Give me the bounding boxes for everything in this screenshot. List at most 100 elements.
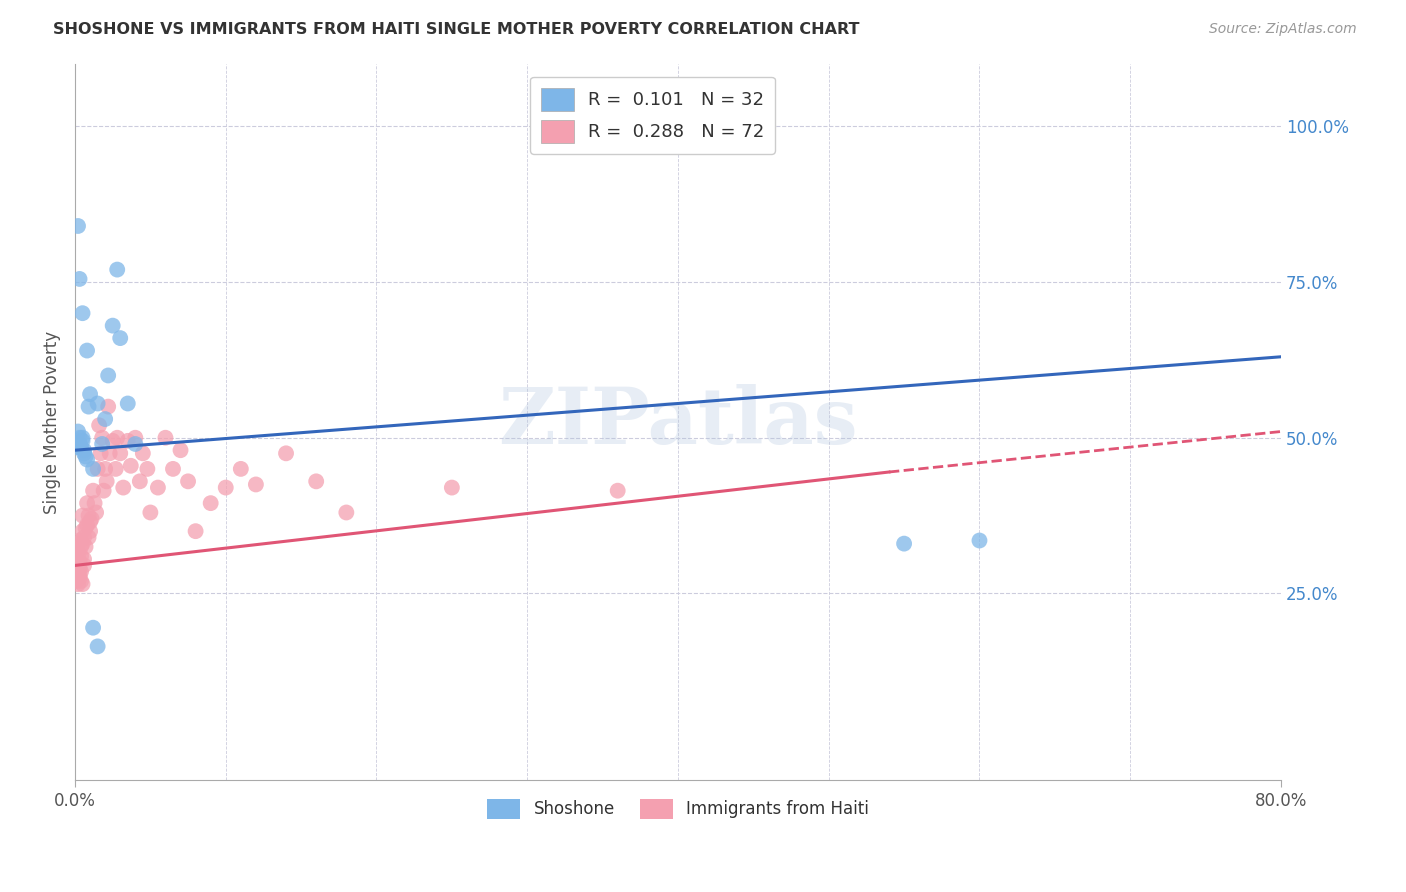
Point: [69, 555, 91, 569]
Point: [94, 412, 117, 426]
Point: [72, 536, 94, 550]
Point: [110, 331, 132, 345]
Point: [305, 475, 328, 489]
Point: [73, 446, 96, 460]
Point: [120, 458, 142, 473]
Point: [65, 542, 87, 557]
Point: [274, 446, 297, 460]
Y-axis label: Single Mother Poverty: Single Mother Poverty: [44, 331, 60, 514]
Point: [124, 437, 146, 451]
Point: [72, 508, 94, 523]
Point: [82, 621, 104, 635]
Point: [70, 540, 93, 554]
Point: [65, 440, 87, 454]
Point: [66, 565, 89, 579]
Point: [75, 540, 97, 554]
Point: [132, 446, 155, 460]
Text: ZIPatlas: ZIPatlas: [498, 384, 858, 460]
Point: [72, 524, 94, 538]
Point: [105, 431, 128, 445]
Point: [124, 431, 146, 445]
Point: [128, 475, 150, 489]
Point: [82, 483, 104, 498]
Point: [117, 396, 139, 410]
Point: [73, 530, 96, 544]
Legend: Shoshone, Immigrants from Haiti: Shoshone, Immigrants from Haiti: [479, 792, 876, 826]
Point: [65, 574, 87, 588]
Point: [69, 437, 91, 451]
Point: [89, 418, 111, 433]
Point: [162, 462, 184, 476]
Point: [101, 434, 124, 448]
Point: [72, 431, 94, 445]
Point: [66, 536, 89, 550]
Point: [69, 571, 91, 585]
Point: [66, 549, 89, 563]
Point: [70, 549, 93, 563]
Point: [76, 518, 98, 533]
Point: [86, 396, 108, 410]
Point: [97, 400, 120, 414]
Point: [72, 577, 94, 591]
Point: [245, 477, 267, 491]
Point: [146, 481, 169, 495]
Point: [893, 536, 915, 550]
Point: [72, 434, 94, 448]
Point: [97, 368, 120, 383]
Point: [93, 483, 115, 498]
Point: [65, 552, 87, 566]
Point: [66, 577, 89, 591]
Point: [184, 524, 207, 538]
Point: [80, 512, 103, 526]
Point: [66, 219, 89, 233]
Point: [117, 434, 139, 448]
Point: [94, 462, 117, 476]
Point: [79, 524, 101, 538]
Text: SHOSHONE VS IMMIGRANTS FROM HAITI SINGLE MOTHER POVERTY CORRELATION CHART: SHOSHONE VS IMMIGRANTS FROM HAITI SINGLE…: [53, 22, 860, 37]
Point: [70, 574, 93, 588]
Point: [76, 452, 98, 467]
Point: [136, 462, 159, 476]
Point: [69, 567, 91, 582]
Point: [215, 481, 238, 495]
Point: [76, 343, 98, 358]
Point: [69, 272, 91, 286]
Point: [335, 506, 357, 520]
Point: [969, 533, 991, 548]
Point: [155, 431, 177, 445]
Point: [73, 443, 96, 458]
Point: [110, 446, 132, 460]
Point: [112, 481, 135, 495]
Point: [83, 496, 105, 510]
Point: [65, 437, 87, 451]
Point: [73, 558, 96, 573]
Point: [169, 443, 191, 458]
Point: [76, 496, 98, 510]
Point: [77, 530, 100, 544]
Point: [84, 506, 107, 520]
Point: [75, 450, 97, 464]
Point: [66, 425, 89, 439]
Point: [72, 306, 94, 320]
Point: [105, 262, 128, 277]
Point: [177, 475, 200, 489]
Point: [91, 437, 114, 451]
Point: [606, 483, 628, 498]
Point: [86, 462, 108, 476]
Point: [86, 640, 108, 654]
Point: [73, 552, 96, 566]
Point: [90, 446, 112, 460]
Point: [69, 561, 91, 575]
Point: [70, 565, 93, 579]
Point: [82, 462, 104, 476]
Point: [200, 496, 222, 510]
Point: [69, 533, 91, 548]
Point: [79, 387, 101, 401]
Point: [91, 431, 114, 445]
Point: [77, 400, 100, 414]
Point: [101, 318, 124, 333]
Point: [75, 521, 97, 535]
Point: [69, 431, 91, 445]
Point: [70, 440, 93, 454]
Point: [96, 475, 118, 489]
